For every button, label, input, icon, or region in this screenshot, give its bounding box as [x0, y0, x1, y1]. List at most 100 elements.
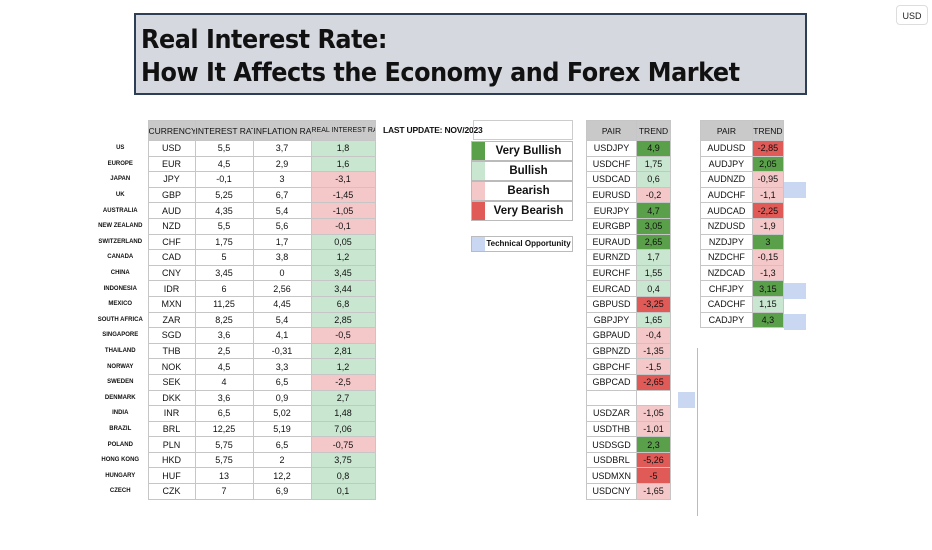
pair-name: AUDCHF [700, 186, 753, 204]
currency-code: GBP [147, 186, 196, 204]
real-interest-rate: 3,75 [310, 451, 376, 469]
real-interest-rate: 1,2 [310, 249, 376, 266]
interest-rate: 5,75 [194, 451, 254, 469]
table-row: AUDUSD -2,85 [700, 140, 785, 157]
country-label: MEXICO [108, 301, 133, 308]
trend-value: -0,4 [636, 327, 671, 344]
real-interest-rate: 3,45 [310, 264, 376, 282]
currency-code: NZD [147, 217, 196, 235]
pair-name: GBPCAD [586, 373, 637, 391]
country-label: CANADA [107, 254, 134, 261]
pair-name: USDZAR [586, 405, 637, 422]
trend-value: -2,65 [636, 373, 671, 391]
trend-value: 4,3 [751, 311, 785, 329]
pair-name: USDBRL [586, 451, 637, 469]
country-label: JAPAN [110, 176, 131, 183]
table-row: EURJPY 4,7 [586, 202, 671, 219]
legend-item: Bullish [471, 161, 573, 181]
inflation-rate: 6,5 [252, 436, 312, 453]
legend-item: Bearish [471, 181, 573, 201]
real-interest-rate: 0,8 [310, 467, 376, 485]
trend-value: 1,55 [636, 264, 671, 282]
currency-code: HKD [147, 451, 196, 469]
table-row: US USD 5,5 3,7 1,8 [93, 140, 376, 157]
currency-code: CZK [147, 483, 196, 500]
country-label: INDONESIA [103, 285, 137, 292]
inflation-rate: 3,3 [252, 358, 312, 375]
real-interest-rate: 3,44 [310, 280, 376, 297]
page-title-line-1: Real Interest Rate: [141, 25, 387, 55]
divider [697, 348, 698, 516]
country-label: UK [115, 192, 125, 199]
trend-value: -1,05 [636, 405, 671, 422]
legend-label: Bullish [485, 162, 572, 180]
table-row: USDMXN -5 [586, 467, 671, 485]
trend-value: 2,05 [751, 155, 785, 173]
currency-code: NOK [147, 358, 196, 375]
legend-header-blank [473, 120, 573, 140]
table-row: USDZAR -1,05 [586, 405, 671, 422]
currency-code: CAD [147, 249, 196, 266]
currency-chip[interactable]: USD [896, 5, 928, 25]
currency-code: PLN [147, 436, 196, 453]
interest-rate: 12,25 [194, 420, 254, 438]
header-currency: CURRENCY [147, 120, 196, 141]
pair-name: USDJPY [586, 140, 637, 157]
title-box: Real Interest Rate: How It Affects the E… [134, 13, 807, 95]
table-row: HONG KONG HKD 5,75 2 3,75 [93, 451, 376, 469]
legend-label: Very Bullish [485, 142, 572, 160]
pair-name: NZDCAD [700, 264, 753, 282]
table-row: GBPAUD -0,4 [586, 327, 671, 344]
trend-value: -1,35 [636, 342, 671, 360]
currency-code: CHF [147, 233, 196, 251]
interest-rate: 3,45 [194, 264, 254, 282]
pairs-table-left: PAIR TREND USDJPY 4,9 USDCHF 1,75 USDCAD 0,6 E… [586, 120, 671, 500]
real-interest-rate: 2,7 [310, 389, 376, 407]
inflation-rate: 4,45 [252, 295, 312, 313]
country-label: SOUTH AFRICA [97, 316, 143, 323]
legend-item: Very Bearish [471, 201, 573, 221]
currency-code: DKK [147, 389, 196, 407]
table-row: CADCHF 1,15 [700, 295, 785, 313]
table-row: CADJPY 4,3 [700, 311, 785, 329]
trend-value: -3,25 [636, 295, 671, 313]
table-row: EURCHF 1,55 [586, 264, 671, 282]
tech-opportunity-marker [678, 392, 695, 408]
country-label: AUSTRALIA [102, 207, 138, 214]
table-row: AUSTRALIA AUD 4,35 5,4 -1,05 [93, 202, 376, 219]
pair-name: GBPCHF [586, 358, 637, 375]
country-label: US [116, 145, 125, 152]
legend-label: Bearish [485, 182, 572, 200]
pair-name: GBPUSD [586, 295, 637, 313]
table-row: CANADA CAD 5 3,8 1,2 [93, 249, 376, 266]
table-row: GBPCAD -2,65 [586, 373, 671, 391]
interest-rate: 13 [194, 467, 254, 485]
pair-name: NZDJPY [700, 233, 753, 251]
trend-value: 0,4 [636, 280, 671, 297]
tech-opportunity-marker [784, 182, 806, 198]
inflation-rate: 2 [252, 451, 312, 469]
country-label: EUROPE [107, 160, 133, 167]
interest-rate: 5,75 [194, 436, 254, 453]
inflation-rate: 3,8 [252, 249, 312, 266]
country-label: BRAZIL [109, 425, 132, 432]
table-row: NZDUSD -1,9 [700, 217, 785, 235]
table-row: USDCNY -1,65 [586, 483, 671, 500]
trend-value: -1,3 [751, 264, 785, 282]
trend-value: -1,9 [751, 217, 785, 235]
real-interest-rate: 1,2 [310, 358, 376, 375]
table-row: EURAUD 2,65 [586, 233, 671, 251]
currency-code: INR [147, 405, 196, 422]
table-row: EURNZD 1,7 [586, 249, 671, 266]
table-row: INDONESIA IDR 6 2,56 3,44 [93, 280, 376, 297]
legend-technical-opportunity: Technical Opportunity [471, 236, 573, 252]
table-row: DENMARK DKK 3,6 0,9 2,7 [93, 389, 376, 407]
legend-swatch [472, 182, 485, 200]
pair-name: USDCAD [586, 171, 637, 188]
header-interest-rate: INTEREST RATE [194, 120, 254, 141]
pair-name: USDMXN [586, 467, 637, 485]
trend-value: 1,15 [751, 295, 785, 313]
legend-swatch [472, 142, 485, 160]
inflation-rate: 3,7 [252, 140, 312, 157]
interest-rate: 6,5 [194, 405, 254, 422]
